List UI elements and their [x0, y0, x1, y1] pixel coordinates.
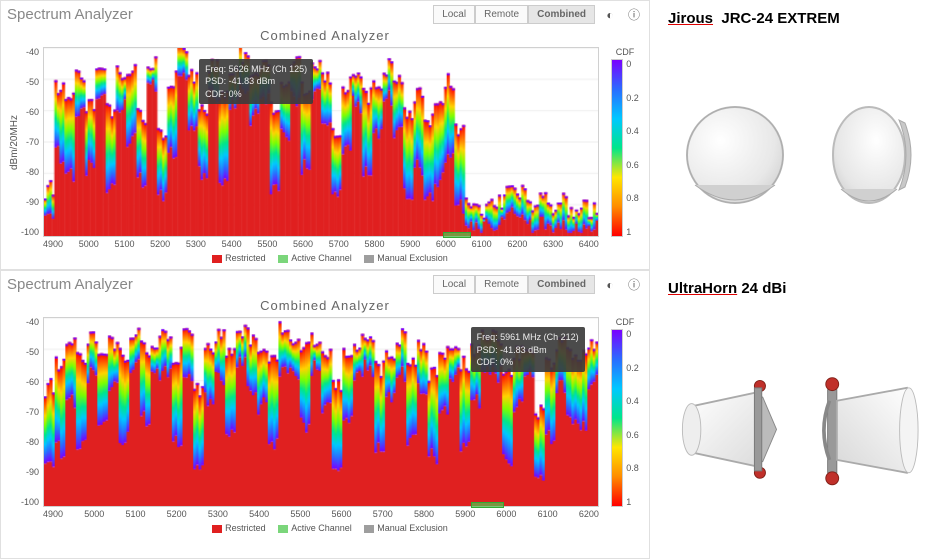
product-title: UltraHorn 24 dBi [668, 280, 937, 297]
plot-area-bottom[interactable]: Freq: 5961 MHz (Ch 212) PSD: -41.83 dBm … [43, 317, 599, 507]
chart-title: Combined Analyzer [7, 28, 643, 43]
y-axis-label [7, 317, 21, 507]
x-axis-ticks: 4900500051005200530054005500560057005800… [7, 237, 599, 249]
panel-title: Spectrum Analyzer [7, 6, 133, 23]
antenna-dish-left-icon [675, 80, 795, 230]
info-icon[interactable]: ⓘ [625, 276, 643, 294]
product-panel-ultrahorn: UltraHorn 24 dBi [650, 270, 947, 559]
product-panel-jirous: Jirous JRC-24 EXTREM [650, 0, 947, 270]
remote-button[interactable]: Remote [475, 275, 528, 294]
product-title: Jirous JRC-24 EXTREM [668, 10, 937, 27]
y-axis-ticks: -40-50-60-70-80-90-100 [21, 317, 43, 507]
info-icon[interactable]: ⓘ [625, 6, 643, 24]
local-button[interactable]: Local [433, 275, 475, 294]
active-channel-marker [443, 232, 471, 238]
antenna-horn-right-icon [811, 359, 931, 509]
chart-title: Combined Analyzer [7, 298, 643, 313]
combined-button[interactable]: Combined [528, 275, 595, 294]
remote-button[interactable]: Remote [475, 5, 528, 24]
chart-legend: Restricted Active Channel Manual Exclusi… [7, 249, 643, 263]
antenna-dish-right-icon [811, 80, 931, 230]
active-channel-marker [471, 502, 504, 508]
contrast-icon[interactable]: ◐ [601, 6, 619, 24]
view-mode-segmented: Local Remote Combined ◐ ⓘ [433, 5, 643, 24]
spectrum-panel-bottom: Spectrum Analyzer Local Remote Combined … [0, 270, 650, 559]
spectrum-panel-top: Spectrum Analyzer Local Remote Combined … [0, 0, 650, 270]
colorbar: CDF 00.20.40.60.81 [607, 317, 643, 507]
colorbar: CDF 00.20.40.60.81 [607, 47, 643, 237]
plot-area-top[interactable]: Freq: 5626 MHz (Ch 125) PSD: -41.83 dBm … [43, 47, 599, 237]
view-mode-segmented: Local Remote Combined ◐ ⓘ [433, 275, 643, 294]
y-axis-ticks: -40-50-60-70-80-90-100 [21, 47, 43, 237]
x-axis-ticks: 4900500051005200530054005500560057005800… [7, 507, 599, 519]
panel-title: Spectrum Analyzer [7, 276, 133, 293]
chart-tooltip: Freq: 5626 MHz (Ch 125) PSD: -41.83 dBm … [199, 59, 313, 103]
contrast-icon[interactable]: ◐ [601, 276, 619, 294]
chart-legend: Restricted Active Channel Manual Exclusi… [7, 519, 643, 533]
combined-button[interactable]: Combined [528, 5, 595, 24]
antenna-horn-left-icon [675, 359, 795, 509]
chart-tooltip: Freq: 5961 MHz (Ch 212) PSD: -41.83 dBm … [471, 327, 585, 371]
local-button[interactable]: Local [433, 5, 475, 24]
y-axis-label: dBm/20MHz [7, 47, 21, 237]
